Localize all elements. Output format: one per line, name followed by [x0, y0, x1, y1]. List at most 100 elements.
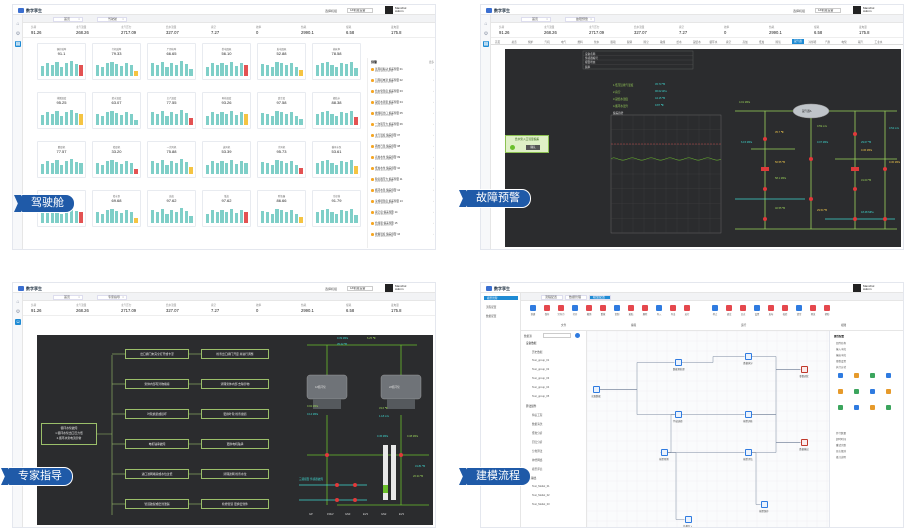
metric-card[interactable]: 高加 97.62 — [147, 190, 196, 227]
tree-filter-select[interactable] — [543, 333, 571, 338]
metric-card[interactable]: 引风机 95.73 — [257, 141, 306, 178]
tab-home[interactable]: 首页 × — [53, 16, 83, 22]
metric-card[interactable]: 送风机 53.39 — [202, 141, 251, 178]
list-item[interactable]: 循环水温 偏差预警 12 2023-04-12 08:21 › — [371, 188, 435, 198]
tree-folder[interactable]: 设备数据 — [526, 342, 537, 345]
unit-selector[interactable]: 1#机组设备 — [347, 7, 373, 13]
advice-box[interactable]: 清理滤网 检查水位 — [201, 469, 269, 479]
metric-card[interactable]: 低加 97.62 — [202, 190, 251, 227]
sidebar-item-models[interactable]: 模型管理 — [484, 296, 518, 300]
metric-card[interactable]: 磨煤机 77.57 — [37, 141, 86, 178]
toolbar-button[interactable]: 运行 — [681, 305, 693, 318]
close-icon[interactable]: × — [590, 16, 592, 21]
unit-selector[interactable]: 1#机组设备 — [815, 7, 841, 13]
tab-home[interactable]: 首页 × — [53, 294, 83, 300]
prop-item[interactable]: 日志级别 — [836, 450, 847, 453]
metric-card[interactable]: 再热温度 93.26 — [202, 92, 251, 129]
metric-card[interactable]: 汽机效率 79.33 — [92, 43, 141, 80]
subtab-item[interactable]: 化水 — [594, 40, 600, 44]
flow-node[interactable]: 参数调优 — [799, 366, 809, 378]
tree-item[interactable]: Test_group_04 — [532, 386, 550, 389]
subtab-item[interactable]: 辅汽 — [858, 40, 864, 44]
toolbar-button[interactable]: 打开 — [569, 305, 581, 318]
flow-node[interactable]: 模型训练 — [743, 411, 753, 423]
metric-card[interactable]: 给水泵 69.68 — [92, 190, 141, 227]
subtab-item[interactable]: 燃料 — [577, 40, 583, 44]
component-icon[interactable] — [868, 373, 876, 378]
flow-node[interactable]: 模型保存 — [759, 501, 769, 513]
toolbar-button[interactable]: 清空 — [793, 305, 805, 318]
metric-card[interactable]: 供电煤耗 56.10 — [202, 43, 251, 80]
close-icon[interactable]: × — [546, 16, 548, 21]
metric-card[interactable]: 凝结水 88.38 — [312, 92, 361, 129]
avatar[interactable] — [385, 6, 393, 14]
tab-fault[interactable]: 故障预警 × — [565, 16, 595, 22]
metric-card[interactable]: 锅炉效率 91.1 — [37, 43, 86, 80]
component-icon[interactable] — [852, 373, 860, 378]
cause-box[interactable]: 叶轮磨损或损坏 — [125, 409, 189, 419]
toolbar-button[interactable]: 保存 — [541, 305, 553, 318]
prop-item[interactable]: 重试次数 — [836, 444, 847, 447]
metric-card[interactable]: 除氧器 86.66 — [257, 190, 306, 227]
metric-card[interactable]: 循环水泵 53.61 — [312, 141, 361, 178]
cause-box[interactable]: 出口阀门未完全打开或卡涩 — [125, 349, 189, 359]
tab-expert[interactable]: 专家指导 × — [97, 294, 127, 300]
subtab-item[interactable]: 输煤 — [660, 40, 666, 44]
close-icon[interactable]: × — [78, 294, 80, 299]
subtab-item[interactable]: 电泵 — [841, 40, 847, 44]
component-icon[interactable] — [884, 373, 892, 378]
subtab-item[interactable]: 首页 — [495, 40, 501, 44]
component-icon[interactable] — [836, 405, 844, 410]
tab-model[interactable]: 模型配置 — [589, 294, 611, 300]
metric-card[interactable]: 一次风机 75.88 — [147, 141, 196, 178]
prop-item[interactable]: 备注说明 — [836, 456, 847, 459]
toolbar-button[interactable]: 导出 — [667, 305, 679, 318]
metric-card[interactable]: 热耗率 78.58 — [312, 43, 361, 80]
cause-box[interactable]: 管道破裂或密封泄漏 — [125, 499, 189, 509]
metric-card[interactable]: 发电煤耗 52.88 — [257, 43, 306, 80]
subtab-item[interactable]: 除尘 — [643, 40, 649, 44]
toolbar-button[interactable]: 校验 — [779, 305, 791, 318]
cause-box[interactable]: 电机轴承故障 — [125, 439, 189, 449]
prop-item[interactable]: 执行方式 — [836, 366, 847, 369]
flow-node[interactable]: 数据拆分 — [743, 353, 753, 365]
advice-box[interactable]: 清理泵体内部 去除异物 — [201, 379, 269, 389]
tab-data[interactable]: 数据管理 — [565, 294, 587, 300]
avatar[interactable] — [385, 284, 393, 292]
gear-icon[interactable]: ⚙ — [483, 31, 489, 37]
metric-card[interactable]: 给煤机 33.20 — [92, 141, 141, 178]
home-icon[interactable]: ⌂ — [484, 21, 488, 27]
list-item[interactable]: 送风机振动 偏差预警 01 2023-04-12 10:11 › — [371, 67, 435, 77]
tree-item[interactable]: Test_group_01 — [532, 359, 550, 362]
list-item[interactable]: 低加水位 偏差预警 10 2023-04-12 08:47 › — [371, 166, 435, 176]
component-icon[interactable] — [868, 389, 876, 394]
cause-box[interactable]: 进口滤网堵塞或水位过低 — [125, 469, 189, 479]
subtab-item[interactable]: 冷却塔 — [808, 40, 817, 44]
subtab-item[interactable]: 低加 — [759, 40, 765, 44]
subtab-item[interactable]: 汽泵 — [825, 40, 831, 44]
dashboard-icon[interactable]: ▦ — [15, 41, 21, 47]
tree-item[interactable]: 分类算法 — [532, 450, 543, 453]
prop-item[interactable]: 输出字段 — [836, 354, 847, 357]
list-item[interactable]: 凝结水流量 偏差预警 04 2023-04-12 09:41 › — [371, 100, 435, 110]
subtab-item[interactable]: 脱硝 — [627, 40, 633, 44]
tree-item[interactable]: Test_group_03 — [532, 377, 550, 380]
close-icon[interactable]: × — [122, 16, 124, 21]
toolbar-button[interactable]: 导入 — [653, 305, 665, 318]
subtab-item[interactable]: 脱硫 — [610, 40, 616, 44]
list-item[interactable]: 排烟温度 偏差预警 16 2023-04-12 07:30 › — [371, 232, 435, 242]
metric-card[interactable]: 主汽温度 77.55 — [147, 92, 196, 129]
toolbar-button[interactable]: 设置 — [751, 305, 763, 318]
prop-item[interactable]: 参数设置 — [836, 360, 847, 363]
list-item[interactable]: 高加水位 偏差预警 09 2023-04-12 08:54 › — [371, 155, 435, 165]
close-icon[interactable]: × — [122, 294, 124, 299]
list-item[interactable]: 冷却塔温度 偏差预警 13 2023-04-12 08:10 › — [371, 199, 435, 209]
toolbar-button[interactable]: 复制 — [611, 305, 623, 318]
subtab-item[interactable]: 凝结水 — [693, 40, 701, 44]
metric-card[interactable]: 真空度 97.58 — [257, 92, 306, 129]
feed-more-link[interactable]: 更多 — [428, 61, 434, 64]
prop-item[interactable]: 并行数量 — [836, 432, 847, 435]
tree-item[interactable]: Test_Model_03 — [532, 503, 550, 506]
tree-folder[interactable]: 算法组件 — [526, 405, 537, 408]
toolbar-button[interactable]: 发布 — [765, 305, 777, 318]
